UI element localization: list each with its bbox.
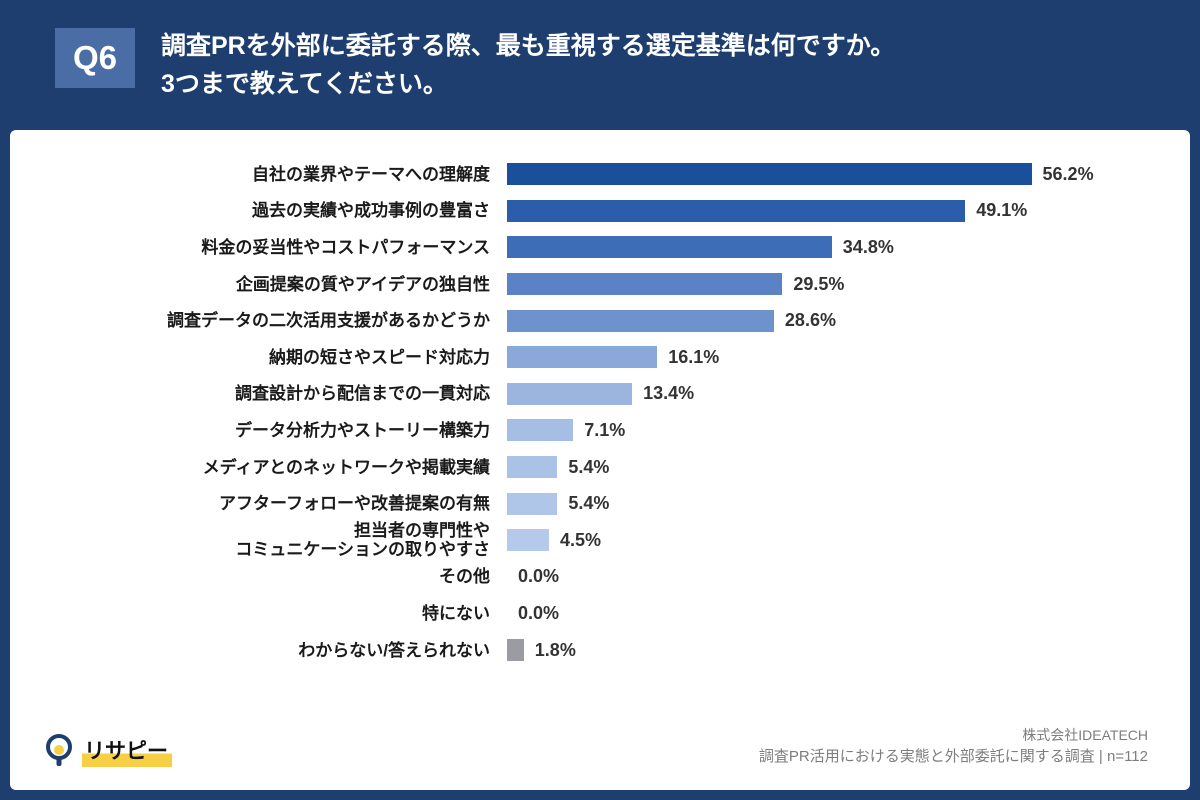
bar bbox=[507, 273, 783, 296]
chart-card: 自社の業界やテーマへの理解度 56.2% 過去の実績や成功事例の豊富さ 49.1… bbox=[10, 130, 1190, 790]
value-label: 49.1% bbox=[976, 200, 1028, 221]
value-label: 16.1% bbox=[668, 346, 720, 367]
logo-text: リサピー bbox=[82, 735, 172, 767]
company-name: 株式会社IDEATECH bbox=[1022, 726, 1148, 743]
value-label: 13.4% bbox=[643, 383, 695, 404]
category-label: 調査設計から配信までの一貫対応 bbox=[235, 384, 490, 404]
bar-zone: 49.1% bbox=[507, 199, 1190, 222]
bar-zone: 4.5% bbox=[507, 529, 1190, 552]
value-label: 56.2% bbox=[1042, 163, 1094, 184]
bar bbox=[507, 346, 658, 369]
category-label: データ分析力やストーリー構築力 bbox=[235, 420, 490, 440]
chart-row: 自社の業界やテーマへの理解度 56.2% bbox=[38, 156, 1190, 193]
value-label: 34.8% bbox=[842, 236, 894, 257]
question-title-line1: 調査PRを外部に委託する際、最も重視する選定基準は何ですか。 bbox=[161, 32, 896, 60]
chart-row: 調査データの二次活用支援があるかどうか 28.6% bbox=[38, 302, 1190, 339]
category-label: メディアとのネットワークや掲載実績 bbox=[202, 457, 490, 477]
chart-row: アフターフォローや改善提案の有無 5.4% bbox=[38, 485, 1190, 522]
chart-row: その他 0.0% bbox=[38, 559, 1190, 596]
bar bbox=[507, 236, 832, 259]
category-label: 自社の業界やテーマへの理解度 bbox=[252, 164, 490, 184]
bar bbox=[507, 529, 549, 552]
bar-chart: 自社の業界やテーマへの理解度 56.2% 過去の実績や成功事例の豊富さ 49.1… bbox=[10, 156, 1190, 668]
chart-row: 納期の短さやスピード対応力 16.1% bbox=[38, 339, 1190, 376]
bar-zone: 5.4% bbox=[507, 456, 1190, 479]
chart-row: メディアとのネットワークや掲載実績 5.4% bbox=[38, 449, 1190, 486]
bar-zone: 0.0% bbox=[507, 603, 1190, 624]
chart-row: 企画提案の質やアイデアの独自性 29.5% bbox=[38, 266, 1190, 303]
category-label: アフターフォローや改善提案の有無 bbox=[219, 494, 490, 514]
chart-row: 特にない 0.0% bbox=[38, 595, 1190, 632]
bar-zone: 7.1% bbox=[507, 419, 1190, 442]
value-label: 0.0% bbox=[518, 602, 560, 623]
bar bbox=[507, 382, 633, 405]
category-label: 担当者の専門性や コミュニケーションの取りやすさ bbox=[235, 521, 490, 560]
value-label: 7.1% bbox=[584, 419, 626, 440]
bar-zone: 1.8% bbox=[507, 639, 1190, 662]
bar-zone: 29.5% bbox=[507, 273, 1190, 296]
risapi-logo-icon bbox=[46, 734, 72, 766]
credits: 株式会社IDEATECH 調査PR活用における実態と外部委託に関する調査 | n… bbox=[759, 725, 1148, 769]
header: Q6 調査PRを外部に委託する際、最も重視する選定基準は何ですか。 3つまで教えて… bbox=[0, 0, 1200, 102]
bar bbox=[507, 456, 558, 479]
chart-row: 担当者の専門性や コミュニケーションの取りやすさ 4.5% bbox=[38, 521, 1190, 560]
value-label: 28.6% bbox=[784, 310, 836, 331]
bar bbox=[507, 639, 524, 662]
bar-zone: 16.1% bbox=[507, 346, 1190, 369]
card-footer: リサピー 株式会社IDEATECH 調査PR活用における実態と外部委託に関する調… bbox=[10, 725, 1190, 791]
category-label: 納期の短さやスピード対応力 bbox=[269, 347, 490, 367]
bar bbox=[507, 199, 966, 222]
bar-zone: 34.8% bbox=[507, 236, 1190, 259]
question-badge: Q6 bbox=[55, 28, 135, 88]
category-label: その他 bbox=[439, 567, 490, 587]
chart-row: わからない/答えられない 1.8% bbox=[38, 632, 1190, 669]
value-label: 0.0% bbox=[518, 566, 560, 587]
chart-row: データ分析力やストーリー構築力 7.1% bbox=[38, 412, 1190, 449]
category-label: 過去の実績や成功事例の豊富さ bbox=[252, 201, 490, 221]
survey-name: 調査PR活用における実態と外部委託に関する調査 | n=112 bbox=[758, 747, 1148, 765]
bar bbox=[507, 163, 1032, 186]
category-label: 企画提案の質やアイデアの独自性 bbox=[235, 274, 490, 294]
value-label: 4.5% bbox=[560, 529, 602, 550]
chart-row: 料金の妥当性やコストパフォーマンス 34.8% bbox=[38, 229, 1190, 266]
value-label: 5.4% bbox=[568, 456, 610, 477]
value-label: 29.5% bbox=[793, 273, 845, 294]
value-label: 1.8% bbox=[534, 639, 576, 660]
bar-zone: 56.2% bbox=[507, 163, 1190, 186]
bar-zone: 5.4% bbox=[507, 492, 1190, 515]
logo: リサピー bbox=[44, 734, 172, 768]
bar-zone: 13.4% bbox=[507, 382, 1190, 405]
bar-zone: 28.6% bbox=[507, 309, 1190, 332]
chart-row: 過去の実績や成功事例の豊富さ 49.1% bbox=[38, 193, 1190, 230]
category-label: 調査データの二次活用支援があるかどうか bbox=[167, 311, 490, 331]
bar bbox=[507, 492, 558, 515]
bar-zone: 0.0% bbox=[507, 566, 1190, 587]
value-label: 5.4% bbox=[568, 493, 610, 514]
bar bbox=[507, 419, 574, 442]
category-label: わからない/答えられない bbox=[298, 640, 490, 660]
question-title-line2: 3つまで教えてください。 bbox=[161, 69, 448, 98]
chart-row: 調査設計から配信までの一貫対応 13.4% bbox=[38, 376, 1190, 413]
category-label: 特にない bbox=[422, 603, 490, 623]
bar bbox=[507, 309, 774, 332]
question-title: 調査PRを外部に委託する際、最も重視する選定基準は何ですか。 3つまで教えてくださ… bbox=[161, 28, 895, 103]
category-label: 料金の妥当性やコストパフォーマンス bbox=[201, 237, 490, 257]
